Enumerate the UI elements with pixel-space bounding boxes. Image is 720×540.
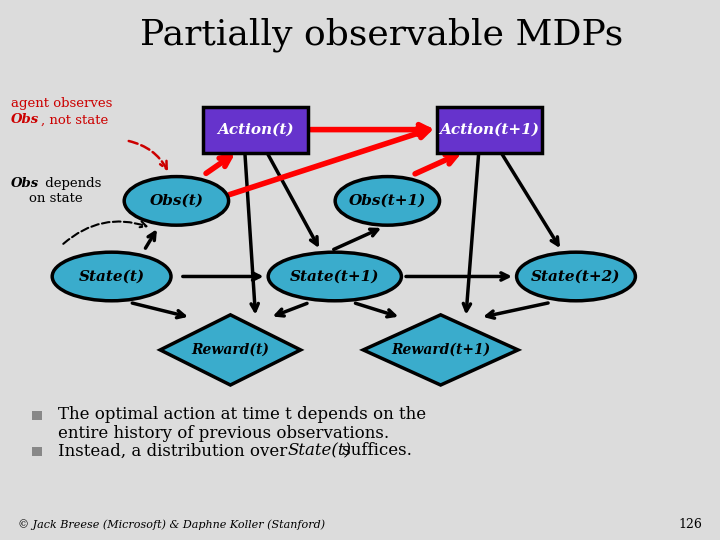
Text: Action(t+1): Action(t+1) [440, 123, 539, 137]
Text: Reward(t): Reward(t) [192, 343, 269, 357]
Text: Reward(t+1): Reward(t+1) [391, 343, 490, 357]
FancyBboxPatch shape [32, 411, 42, 420]
Ellipse shape [517, 252, 636, 301]
Text: entire history of previous observations.: entire history of previous observations. [58, 424, 389, 442]
Polygon shape [363, 315, 518, 385]
Text: Obs(t): Obs(t) [150, 194, 204, 208]
Text: Obs: Obs [11, 177, 39, 190]
Text: © Jack Breese (Microsoft) & Daphne Koller (Stanford): © Jack Breese (Microsoft) & Daphne Kolle… [18, 519, 325, 530]
Text: , not state: , not state [41, 113, 108, 126]
Ellipse shape [124, 177, 229, 225]
Text: Partially observable MDPs: Partially observable MDPs [140, 18, 624, 52]
Text: The optimal action at time t depends on the: The optimal action at time t depends on … [58, 406, 426, 423]
FancyBboxPatch shape [438, 106, 542, 152]
Text: Obs: Obs [11, 113, 39, 126]
Text: suffices.: suffices. [337, 442, 412, 460]
Text: Instead, a distribution over: Instead, a distribution over [58, 442, 292, 460]
Text: State(t+1): State(t+1) [290, 269, 379, 284]
FancyBboxPatch shape [203, 106, 308, 152]
Text: depends: depends [41, 177, 102, 190]
Text: State(t+2): State(t+2) [531, 269, 621, 284]
Text: 126: 126 [678, 518, 702, 531]
Polygon shape [160, 315, 301, 385]
Text: State(t): State(t) [78, 269, 145, 284]
Ellipse shape [269, 252, 402, 301]
Ellipse shape [52, 252, 171, 301]
Text: agent observes: agent observes [11, 97, 112, 110]
Text: on state: on state [29, 192, 82, 205]
FancyBboxPatch shape [32, 447, 42, 456]
Ellipse shape [336, 177, 439, 225]
Text: Obs(t+1): Obs(t+1) [348, 194, 426, 208]
Text: State(t): State(t) [288, 442, 352, 460]
Text: Action(t): Action(t) [217, 123, 294, 137]
